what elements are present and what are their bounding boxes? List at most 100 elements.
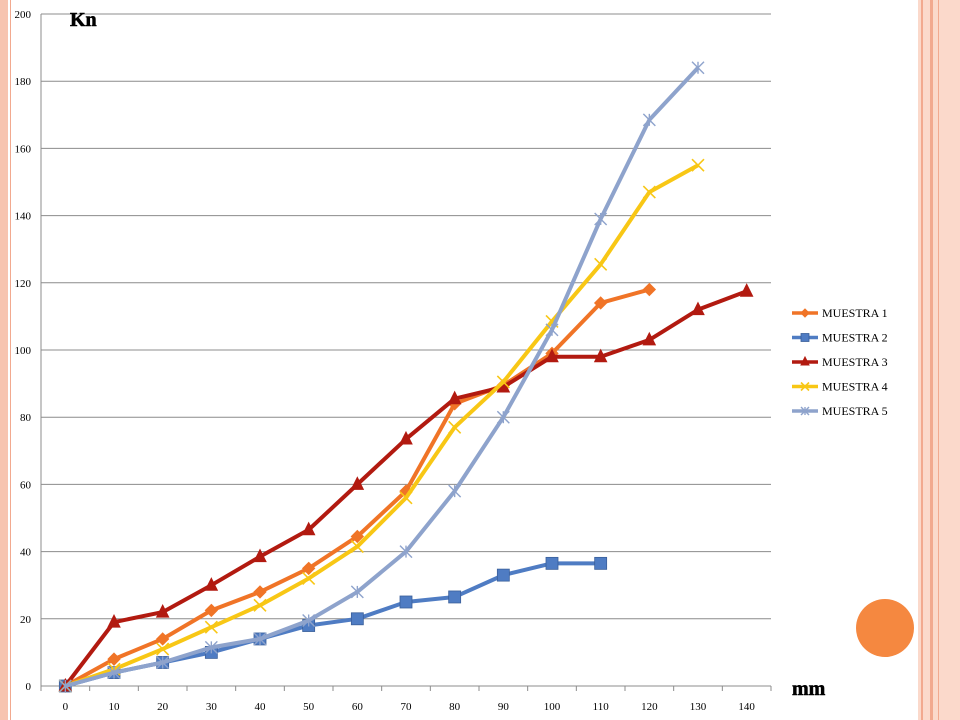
legend-entry: MUESTRA 2 bbox=[792, 331, 888, 345]
data-point bbox=[107, 614, 121, 628]
x-tick-label: 20 bbox=[157, 701, 169, 713]
gridlines bbox=[41, 13, 771, 687]
series-muestra-3 bbox=[58, 283, 754, 692]
data-point bbox=[447, 390, 462, 405]
y-tick-label: 40 bbox=[20, 547, 32, 559]
x-tick-label: 110 bbox=[593, 701, 610, 713]
data-point bbox=[399, 595, 413, 609]
legend-label: MUESTRA 5 bbox=[822, 404, 888, 418]
series-muestra-2 bbox=[58, 556, 608, 693]
y-tick-label: 180 bbox=[15, 76, 32, 88]
data-point bbox=[204, 603, 219, 618]
right-border-line bbox=[930, 0, 933, 720]
data-point bbox=[204, 577, 219, 591]
data-point bbox=[301, 561, 316, 576]
data-point bbox=[350, 529, 365, 544]
data-point bbox=[642, 282, 657, 297]
data-point bbox=[545, 556, 559, 570]
data-point bbox=[593, 296, 608, 310]
data-point bbox=[399, 430, 413, 445]
data-point bbox=[739, 283, 754, 297]
data-point bbox=[301, 521, 316, 536]
data-point bbox=[800, 355, 810, 366]
data-point bbox=[800, 381, 810, 392]
legend-label: MUESTRA 3 bbox=[822, 355, 888, 369]
series-muestra-5 bbox=[58, 61, 705, 693]
legend: MUESTRA 1 MUESTRA 2 MUESTRA 3 MUESTRA 4 MUES… bbox=[792, 306, 888, 418]
data-point bbox=[448, 590, 462, 604]
x-tick-label: 30 bbox=[206, 701, 218, 713]
data-point bbox=[691, 301, 705, 316]
data-point bbox=[350, 476, 365, 490]
y-tick-label: 120 bbox=[15, 278, 32, 290]
data-point bbox=[545, 348, 559, 363]
x-tick-label: 0 bbox=[63, 701, 69, 713]
legend-label: MUESTRA 4 bbox=[822, 380, 888, 394]
x-tick-label: 120 bbox=[641, 701, 658, 713]
legend-entry: MUESTRA 1 bbox=[792, 306, 888, 320]
data-point bbox=[156, 642, 170, 656]
left-border-line bbox=[10, 0, 11, 720]
data-point bbox=[691, 158, 705, 172]
left-border-band bbox=[0, 0, 8, 720]
x-axis-label: mm bbox=[792, 678, 826, 700]
decorative-orange-circle bbox=[856, 599, 914, 657]
data-point bbox=[155, 632, 170, 646]
right-border-line bbox=[921, 0, 923, 720]
y-axis-label: Kn bbox=[70, 9, 97, 31]
data-point bbox=[399, 545, 413, 559]
data-point bbox=[155, 603, 170, 618]
series-line bbox=[64, 66, 700, 688]
data-point bbox=[800, 308, 810, 318]
data-point bbox=[350, 612, 364, 626]
axes: 0 20 40 60 80 100 120 140 160 180 200 0 10 20 30 40 50 60… bbox=[15, 9, 772, 713]
series-layer bbox=[58, 61, 754, 693]
data-point bbox=[350, 539, 364, 554]
series-line bbox=[64, 163, 699, 688]
data-point bbox=[594, 556, 608, 570]
data-point bbox=[204, 620, 218, 634]
x-tick-label: 40 bbox=[255, 701, 267, 713]
data-point bbox=[204, 640, 218, 654]
y-tick-label: 200 bbox=[15, 9, 32, 21]
data-point bbox=[800, 406, 810, 416]
right-border-band bbox=[918, 0, 960, 720]
data-point bbox=[156, 655, 170, 669]
data-point bbox=[594, 257, 608, 271]
legend-label: MUESTRA 1 bbox=[822, 306, 888, 320]
legend-entry: MUESTRA 3 bbox=[792, 355, 888, 369]
data-point bbox=[253, 598, 267, 612]
data-point bbox=[448, 484, 462, 498]
data-point bbox=[253, 585, 267, 599]
y-tick-label: 140 bbox=[15, 211, 32, 223]
x-tick-label: 100 bbox=[544, 701, 561, 713]
y-tick-label: 0 bbox=[26, 681, 32, 693]
y-tick-label: 60 bbox=[20, 479, 32, 491]
data-point bbox=[545, 323, 559, 337]
data-point bbox=[253, 548, 267, 563]
data-point bbox=[642, 331, 657, 346]
data-point bbox=[593, 348, 608, 363]
legend-label: MUESTRA 2 bbox=[822, 331, 888, 345]
data-point bbox=[496, 410, 510, 424]
x-tick-label: 60 bbox=[352, 701, 364, 713]
x-tick-label: 130 bbox=[690, 701, 707, 713]
data-point bbox=[302, 613, 316, 627]
data-point bbox=[302, 571, 316, 586]
data-point bbox=[399, 491, 413, 505]
x-tick-label: 10 bbox=[109, 701, 121, 713]
data-point bbox=[107, 666, 121, 680]
legend-entry: MUESTRA 4 bbox=[792, 380, 888, 394]
data-point bbox=[58, 679, 72, 693]
y-tick-label: 20 bbox=[20, 614, 32, 626]
x-tick-label: 140 bbox=[738, 701, 755, 713]
x-tick-label: 70 bbox=[401, 701, 413, 713]
x-tick-label: 90 bbox=[498, 701, 510, 713]
y-tick-label: 100 bbox=[15, 345, 32, 357]
data-point bbox=[448, 420, 462, 434]
data-point bbox=[253, 632, 267, 646]
legend-entry: MUESTRA 5 bbox=[792, 404, 888, 418]
x-tick-label: 80 bbox=[449, 701, 461, 713]
x-tick-label: 50 bbox=[303, 701, 315, 713]
